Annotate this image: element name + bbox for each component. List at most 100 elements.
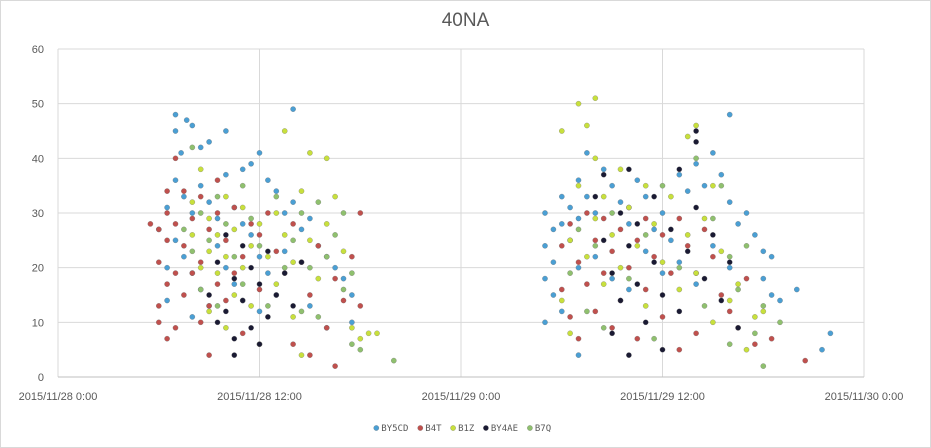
data-point (156, 259, 162, 265)
data-point (281, 232, 288, 238)
data-point (609, 270, 615, 276)
data-point (735, 286, 741, 293)
data-point (651, 335, 657, 342)
data-point (626, 166, 632, 173)
data-point (290, 237, 296, 244)
data-point (307, 292, 313, 298)
data-point (718, 248, 725, 255)
data-point (659, 259, 666, 265)
data-point (265, 210, 271, 216)
data-point (172, 270, 179, 276)
data-point (181, 243, 187, 249)
data-point (726, 308, 733, 315)
data-point (626, 286, 632, 293)
data-point (181, 292, 187, 298)
data-point (172, 128, 179, 134)
data-point (617, 264, 624, 271)
data-point (197, 286, 204, 293)
data-point (172, 111, 179, 118)
data-point (567, 270, 573, 276)
data-point (743, 275, 750, 282)
data-point (676, 346, 683, 353)
data-point (357, 335, 364, 342)
data-point (718, 292, 725, 298)
data-point (197, 182, 204, 189)
data-point (584, 122, 590, 129)
x-tick-label: 2015/11/30 0:00 (825, 391, 904, 403)
data-point (802, 357, 808, 364)
data-point (542, 243, 548, 249)
data-point (609, 275, 615, 282)
data-point (567, 330, 573, 337)
data-point (214, 215, 221, 222)
data-point (701, 275, 708, 282)
data-point (626, 204, 632, 211)
data-point (600, 281, 607, 287)
data-point (206, 139, 212, 145)
data-point (710, 253, 716, 260)
data-point (197, 210, 204, 216)
legend-item-by5cd: BY5CD (373, 424, 408, 434)
data-point (693, 270, 699, 276)
data-point (726, 297, 733, 304)
data-point (172, 237, 179, 244)
data-point (693, 161, 699, 167)
data-point (567, 221, 573, 227)
legend-marker (373, 425, 380, 431)
data-point (206, 199, 212, 205)
legend-label: B7Q (535, 424, 551, 434)
data-point (248, 161, 254, 167)
data-point (248, 243, 254, 249)
data-point (206, 292, 212, 298)
data-point (676, 166, 683, 173)
data-point (189, 314, 196, 320)
data-point (567, 204, 573, 211)
data-point (281, 264, 288, 271)
data-point (273, 210, 280, 216)
data-points (147, 95, 834, 369)
data-point (181, 193, 187, 200)
data-point (281, 270, 288, 276)
data-point (231, 335, 238, 342)
data-point (323, 221, 330, 227)
data-point (600, 171, 607, 178)
data-point (651, 221, 657, 227)
data-point (659, 232, 666, 238)
data-point (592, 308, 599, 315)
data-point (827, 330, 834, 337)
data-point (223, 221, 229, 227)
data-point (575, 215, 582, 222)
data-point (349, 292, 355, 298)
data-point (676, 308, 683, 315)
data-point (231, 292, 238, 298)
data-point (668, 270, 674, 276)
data-point (600, 270, 607, 276)
data-point (684, 243, 691, 249)
data-point (323, 325, 330, 331)
y-tick-label: 20 (32, 263, 44, 275)
data-point (777, 297, 783, 304)
data-point (584, 193, 590, 200)
data-point (760, 363, 767, 369)
data-point (592, 210, 599, 216)
data-point (617, 226, 624, 233)
data-point (357, 303, 364, 309)
data-point (735, 281, 741, 287)
y-tick-label: 50 (32, 99, 44, 111)
data-point (164, 335, 170, 342)
data-point (710, 215, 716, 222)
data-point (794, 286, 800, 293)
data-point (609, 182, 615, 189)
data-point (206, 237, 212, 244)
data-point (239, 204, 246, 211)
data-point (651, 253, 657, 260)
data-point (298, 352, 305, 358)
data-point (197, 166, 204, 173)
data-point (626, 275, 632, 282)
data-point (550, 292, 557, 298)
x-tick-label: 2015/11/28 0:00 (19, 391, 98, 403)
data-point (315, 199, 322, 205)
data-point (634, 237, 641, 244)
data-point (693, 155, 699, 162)
data-point (298, 259, 305, 265)
